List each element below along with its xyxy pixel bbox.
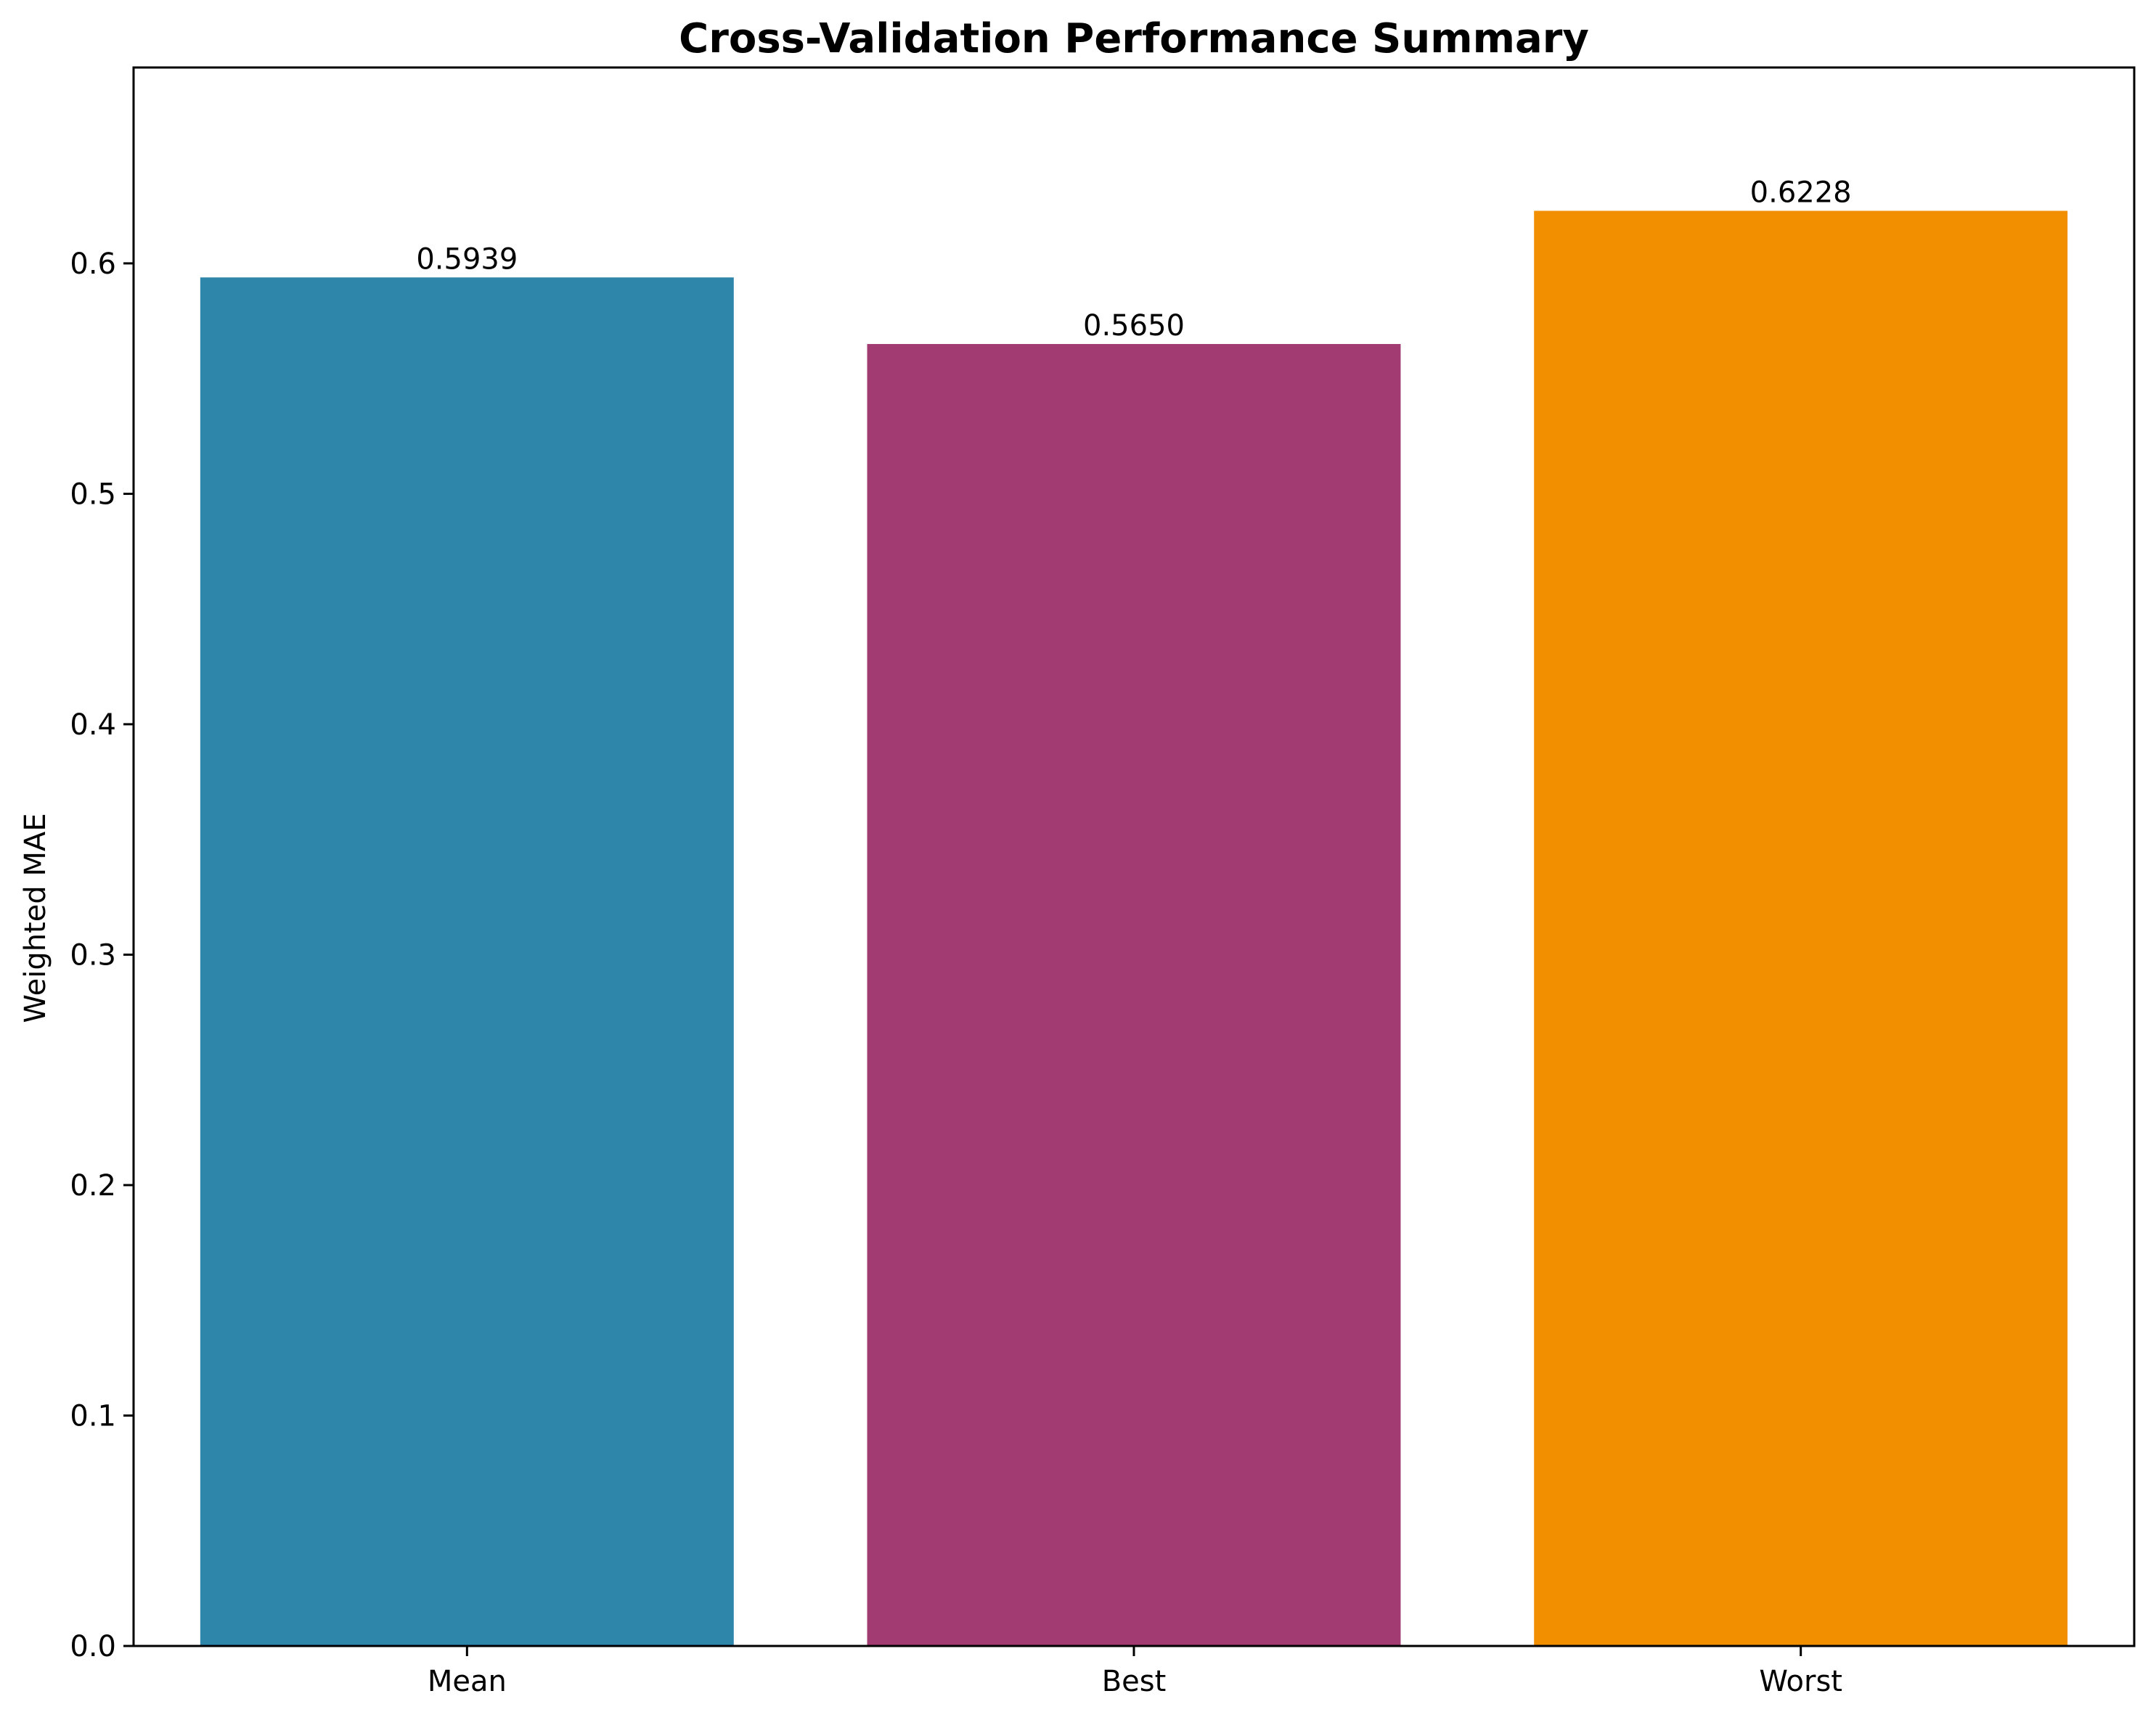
data-label-mean: 0.5939 [416, 242, 518, 276]
y-tick-label: 0.2 [70, 1169, 116, 1203]
x-axis-ticks: Mean Best Worst [428, 1646, 1842, 1698]
plot-frame [132, 66, 2136, 1647]
bars-group [200, 210, 2068, 1646]
bar-best [867, 344, 1401, 1646]
x-tick-label: Best [1102, 1665, 1167, 1698]
chart-title: Cross-Validation Performance Summary [679, 15, 1589, 62]
y-axis-label: Weighted MAE [19, 813, 52, 1023]
bar-worst [1534, 210, 2068, 1646]
data-label-best: 0.5650 [1083, 309, 1185, 343]
bar-mean [200, 277, 734, 1646]
data-labels-group: 0.5939 0.5650 0.6228 [416, 176, 1851, 343]
y-tick-label: 0.1 [70, 1399, 116, 1433]
y-tick-label: 0.5 [70, 478, 116, 511]
y-tick-label: 0.6 [70, 247, 116, 281]
y-tick-label: 0.4 [70, 708, 116, 742]
y-axis-ticks: 0.0 0.1 0.2 0.3 0.4 0.5 0.6 [70, 247, 134, 1663]
x-tick-label: Mean [428, 1665, 507, 1698]
y-tick-label: 0.3 [70, 938, 116, 972]
x-tick-label: Worst [1759, 1665, 1842, 1698]
y-tick-label: 0.0 [70, 1630, 116, 1663]
data-label-worst: 0.6228 [1750, 176, 1852, 209]
